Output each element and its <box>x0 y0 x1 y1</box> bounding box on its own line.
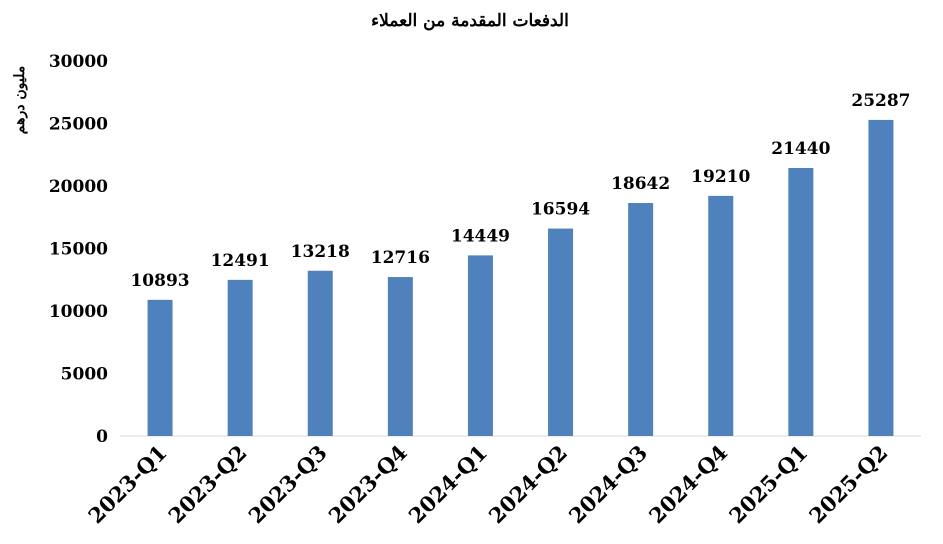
x-tick-label: 2023-Q2 <box>163 440 251 528</box>
chart-title: الدفعات المقدمة من العملاء <box>371 11 569 31</box>
y-axis-label: مليون درهم <box>12 66 28 134</box>
y-tick-label: 25000 <box>49 115 108 135</box>
y-tick-label: 20000 <box>49 177 108 197</box>
bar <box>628 202 654 436</box>
x-tick-label: 2025-Q1 <box>724 440 812 528</box>
y-tick-label: 30000 <box>49 52 108 72</box>
data-label: 18642 <box>611 174 670 194</box>
bar <box>467 255 493 436</box>
data-label: 16594 <box>531 200 590 220</box>
bar <box>147 299 173 436</box>
bar <box>868 119 894 436</box>
y-tick-label: 15000 <box>49 240 108 260</box>
data-label: 19210 <box>691 167 750 187</box>
y-axis-ticks: 0 5000 10000 15000 20000 25000 30000 <box>49 52 108 447</box>
x-tick-label: 2023-Q3 <box>243 440 331 528</box>
data-label: 25287 <box>851 91 910 111</box>
bar <box>387 277 413 436</box>
x-tick-label: 2023-Q1 <box>83 440 171 528</box>
bars-group <box>147 119 894 436</box>
data-label: 21440 <box>771 139 830 159</box>
x-tick-label: 2024-Q2 <box>484 440 572 528</box>
y-tick-label: 5000 <box>61 365 108 385</box>
x-axis-ticks: 2023-Q12023-Q22023-Q32023-Q42024-Q12024-… <box>83 440 892 528</box>
data-label: 14449 <box>451 226 510 246</box>
bar <box>227 279 253 436</box>
data-labels-group: 10893 12491 13218 12716 14449 16594 18642 19210… <box>130 91 910 291</box>
bar <box>708 195 734 436</box>
bar <box>307 270 333 436</box>
y-tick-label: 10000 <box>49 302 108 322</box>
bar <box>788 168 814 436</box>
x-tick-label: 2024-Q1 <box>404 440 492 528</box>
x-tick-label: 2024-Q3 <box>564 440 652 528</box>
y-tick-label: 0 <box>96 427 108 447</box>
data-label: 12491 <box>211 251 270 271</box>
data-label: 12716 <box>371 248 430 268</box>
bar <box>548 228 574 436</box>
x-tick-label: 2023-Q4 <box>323 440 411 528</box>
data-label: 10893 <box>130 271 189 291</box>
x-tick-label: 2025-Q2 <box>804 440 892 528</box>
x-tick-label: 2024-Q4 <box>644 440 732 528</box>
data-label: 13218 <box>291 242 350 262</box>
